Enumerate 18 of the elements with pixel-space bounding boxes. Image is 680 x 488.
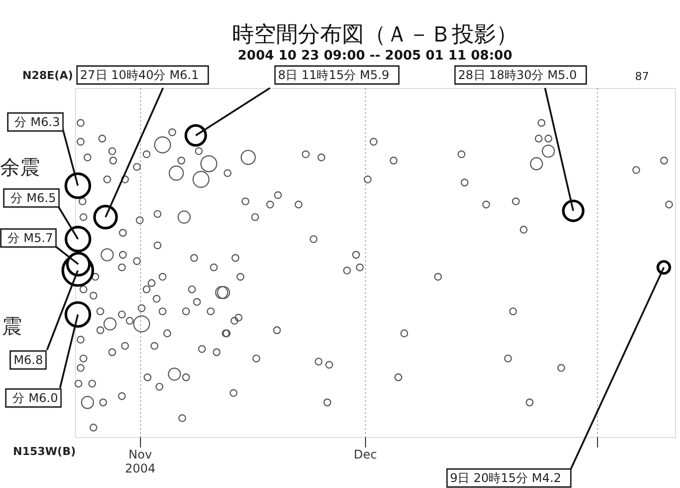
text: N153W(B) xyxy=(13,445,76,458)
annotation: 27日 10時40分 M6.1 xyxy=(80,68,199,82)
annotation: 分 M6.0 xyxy=(12,391,58,405)
text: 震 xyxy=(2,314,22,338)
text: N28E(A) xyxy=(22,69,73,82)
text: 87 xyxy=(635,70,649,83)
annotation: 分 M5.7 xyxy=(8,231,53,245)
annotation: 分 M6.3 xyxy=(14,115,60,129)
annotation: 28日 18時30分 M5.0 xyxy=(458,68,577,82)
annotation: 分 M6.5 xyxy=(10,191,56,205)
chart-title: 時空間分布図（Ａ－Ｂ投影） xyxy=(232,22,518,48)
x-tick-label: Nov 2004 xyxy=(124,448,156,476)
annotation: 8日 11時15分 M5.9 xyxy=(278,68,390,82)
x-tick-label: Dec xyxy=(354,448,377,462)
annotation: M6.8 xyxy=(14,353,43,367)
text: 余震 xyxy=(0,155,40,179)
chart-subtitle: 2004 10 23 09:00 -- 2005 01 11 08:00 xyxy=(238,48,512,64)
annotation: 9日 20時15分 M4.2 xyxy=(450,471,562,485)
